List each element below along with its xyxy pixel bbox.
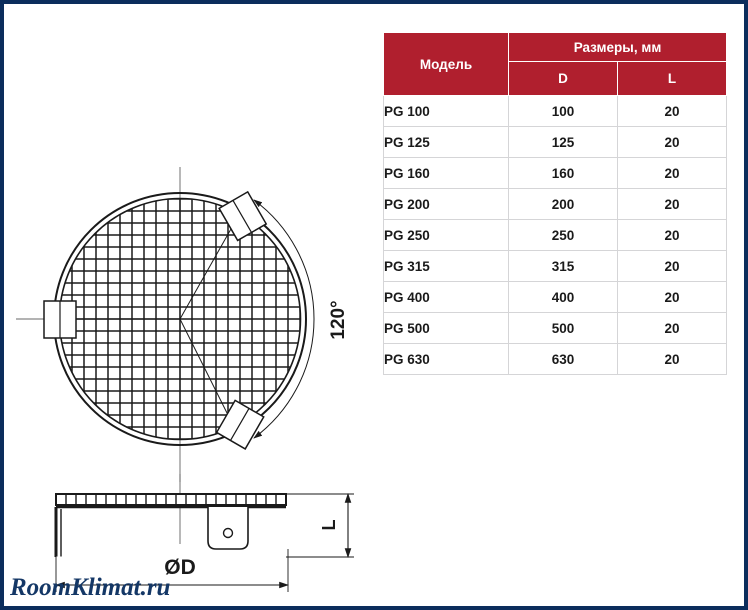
d-dimension-label: ØD <box>164 556 196 579</box>
table-row: PG 250 250 20 <box>383 219 727 251</box>
mounting-tab-left <box>43 300 77 339</box>
table-row: PG 500 500 20 <box>383 312 727 344</box>
side-view: L ØD <box>54 474 354 592</box>
table-row: PG 100 100 20 <box>383 95 727 127</box>
table-row: PG 125 125 20 <box>383 126 727 158</box>
mounting-tab-upper-right <box>218 190 268 242</box>
cell-l: 20 <box>617 250 727 282</box>
mesh-band-ticks <box>65 494 277 505</box>
cell-d: 500 <box>508 312 618 344</box>
cell-model: PG 500 <box>383 312 509 344</box>
cell-l: 20 <box>617 281 727 313</box>
cell-l: 20 <box>617 126 727 158</box>
table-row: PG 160 160 20 <box>383 157 727 189</box>
radial-leader-lower <box>179 318 237 432</box>
cell-model: PG 125 <box>383 126 509 158</box>
header-l: L <box>617 61 727 96</box>
site-watermark: RoomKlimat.ru <box>10 574 171 601</box>
cell-l: 20 <box>617 188 727 220</box>
mounting-tab-lower-right <box>215 399 265 450</box>
radial-leader-upper <box>179 212 241 320</box>
cell-l: 20 <box>617 157 727 189</box>
cell-d: 400 <box>508 281 618 313</box>
cell-d: 100 <box>508 95 618 127</box>
cell-d: 160 <box>508 157 618 189</box>
table-row: PG 630 630 20 <box>383 343 727 375</box>
cell-model: PG 315 <box>383 250 509 282</box>
table-row: PG 200 200 20 <box>383 188 727 220</box>
cell-model: PG 100 <box>383 95 509 127</box>
cell-model: PG 630 <box>383 343 509 375</box>
cell-model: PG 250 <box>383 219 509 251</box>
technical-drawing: 120° <box>4 4 376 606</box>
cell-l: 20 <box>617 343 727 375</box>
angle-label: 120° <box>328 300 349 339</box>
header-dimensions: Размеры, мм <box>508 32 727 62</box>
top-view: 120° <box>16 167 349 482</box>
header-d: D <box>508 61 618 96</box>
specifications-table: Модель Размеры, мм D L PG 100 100 20 PG … <box>383 32 727 375</box>
angle-dimension-arc <box>253 199 315 439</box>
cell-l: 20 <box>617 95 727 127</box>
cell-d: 200 <box>508 188 618 220</box>
cell-d: 315 <box>508 250 618 282</box>
mounting-hole <box>222 527 234 539</box>
header-row-top: Модель Размеры, мм <box>383 32 727 96</box>
cell-model: PG 200 <box>383 188 509 220</box>
header-row-bottom: D L <box>384 61 727 96</box>
table-header: Модель Размеры, мм D L <box>383 32 727 96</box>
cell-model: PG 160 <box>383 157 509 189</box>
mesh-band <box>55 493 287 506</box>
cell-l: 20 <box>617 312 727 344</box>
cell-model: PG 400 <box>383 281 509 313</box>
table-row: PG 400 400 20 <box>383 281 727 313</box>
cell-d: 125 <box>508 126 618 158</box>
cell-d: 630 <box>508 343 618 375</box>
cell-l: 20 <box>617 219 727 251</box>
header-model: Модель <box>383 32 509 96</box>
table-row: PG 315 315 20 <box>383 250 727 282</box>
cell-d: 250 <box>508 219 618 251</box>
l-dimension-label: L <box>319 520 339 531</box>
table-body: PG 100 100 20 PG 125 125 20 PG 160 160 2… <box>383 95 727 375</box>
